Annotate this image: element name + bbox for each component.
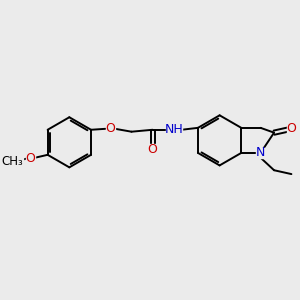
Bar [106,124,115,134]
Text: O: O [26,152,35,165]
Text: O: O [286,122,296,135]
Text: NH: NH [164,123,183,136]
Bar [148,144,157,154]
Bar [26,154,34,164]
Text: CH₃: CH₃ [1,155,23,168]
Bar [287,124,296,134]
Text: O: O [105,122,115,135]
Text: N: N [256,146,265,159]
Bar [166,124,182,135]
Text: O: O [148,142,158,155]
Bar [256,148,265,158]
Bar [2,156,22,167]
